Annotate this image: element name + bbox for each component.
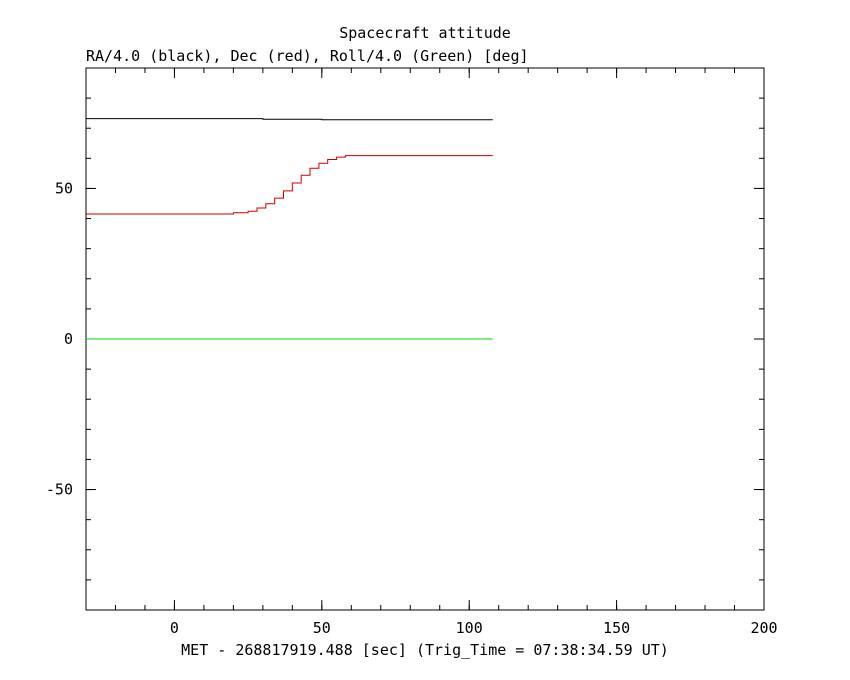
series-lines (86, 118, 493, 340)
x-tick-label: 50 (313, 619, 331, 637)
y-tick-label: 50 (55, 179, 73, 197)
x-axis-label: MET - 268817919.488 [sec] (Trig_Time = 0… (181, 641, 669, 659)
axis-ticks (85, 67, 765, 611)
x-tick-label: 200 (750, 619, 777, 637)
x-tick-label: 100 (456, 619, 483, 637)
x-tick-label: 150 (603, 619, 630, 637)
y-axis-label: RA/4.0 (black), Dec (red), Roll/4.0 (Gre… (86, 47, 529, 65)
y-tick-label: 0 (64, 330, 73, 348)
series-line-1 (86, 155, 493, 215)
chart-title: Spacecraft attitude (339, 24, 511, 42)
series-line-0 (86, 118, 493, 121)
x-tick-label: 0 (170, 619, 179, 637)
y-tick-label: -50 (46, 481, 73, 499)
tick-labels: 0 50 100 150 200 -50 0 50 (46, 179, 778, 637)
